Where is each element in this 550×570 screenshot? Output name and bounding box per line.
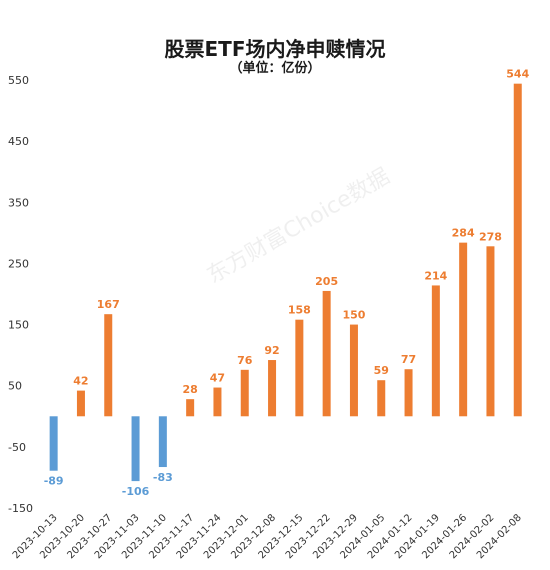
y-tick-label: -50: [8, 441, 26, 454]
data-label: 150: [342, 309, 365, 322]
chart-subtitle: （单位：亿份）: [229, 61, 321, 76]
chart-title: 股票ETF场内净申赎情况: [164, 37, 386, 61]
y-tick-label: 450: [8, 135, 29, 148]
y-tick-label: 350: [8, 196, 29, 209]
bar: [76, 390, 85, 417]
bar: [349, 324, 358, 417]
data-label: 59: [374, 364, 389, 377]
bar: [49, 416, 58, 471]
bar: [459, 242, 468, 417]
bar: [104, 314, 113, 417]
data-label: 167: [97, 298, 120, 311]
data-label: 28: [182, 383, 197, 396]
data-label: 214: [424, 269, 447, 282]
bar: [131, 416, 140, 482]
bar: [431, 285, 440, 417]
bar: [377, 380, 386, 417]
bar: [404, 369, 413, 417]
data-label: 278: [479, 230, 502, 243]
data-label: -83: [153, 471, 173, 484]
bar: [513, 83, 522, 417]
data-label: 77: [401, 353, 416, 366]
data-label: 92: [264, 344, 279, 357]
bar: [268, 360, 277, 417]
bar: [240, 369, 249, 417]
data-label: 76: [237, 354, 253, 367]
data-label: -106: [122, 485, 150, 498]
data-label: 158: [288, 304, 311, 317]
data-label: 47: [210, 372, 225, 385]
bar: [295, 319, 304, 417]
bar: [322, 290, 331, 417]
data-label: 42: [73, 375, 88, 388]
bar: [158, 416, 167, 468]
bar: [213, 387, 222, 417]
data-label: -89: [44, 475, 64, 488]
y-tick-label: 550: [8, 74, 29, 87]
y-tick-label: 250: [8, 257, 29, 270]
bar: [486, 246, 495, 417]
y-tick-label: 50: [8, 380, 22, 393]
data-label: 284: [452, 227, 475, 240]
data-label: 544: [506, 68, 529, 81]
data-label: 205: [315, 275, 338, 288]
y-tick-label: -150: [8, 502, 33, 515]
y-tick-label: 150: [8, 319, 29, 332]
bar: [186, 399, 195, 417]
